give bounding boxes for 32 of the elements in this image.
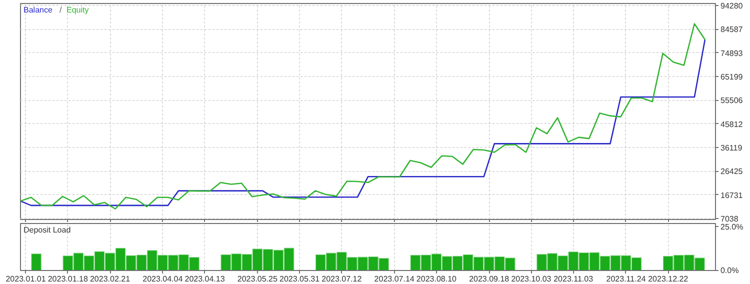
y-tick-label: 25.0% [720,222,744,232]
x-tick-label: 2023.07.12 [322,274,362,284]
x-tick-label: 2023.09.18 [469,274,510,284]
y-tick-label: 74893 [720,48,744,58]
x-tick-label: 2023.05.31 [280,274,320,284]
x-tick-label: 2023.01.18 [48,274,88,284]
x-tick-label: 2023.04.04 [142,274,184,284]
chart-title: Deposit Load [24,226,71,234]
annotation: / [60,6,62,14]
x-tick-label: 2023.05.25 [237,274,278,284]
y-tick-label: 84587 [720,25,744,34]
x-tick-label: 2023.10.03 [511,274,552,284]
y-tick-label: 7038 [720,214,739,224]
x-tick-label: 2023.08.10 [416,274,458,284]
y-tick-label: 45812 [720,120,744,129]
text: Equity [66,6,89,14]
x-tick-label: 2023.02.21 [90,274,131,284]
y-tick-label: 55506 [720,96,744,106]
y-tick-label: 36119 [720,144,743,153]
bar [31,253,42,270]
x-tick-label: 2023.01.01 [6,274,46,284]
y-tick-label: 0.0% [720,266,739,275]
text: Balance [24,6,53,14]
y-tick-label: 26425 [720,167,744,176]
x-tick-label: 2023.04.13 [184,274,226,284]
y-tick-label: 94280 [720,2,744,10]
y-tick-label: 16731 [720,190,744,200]
y-tick-label: 65199 [720,72,744,82]
x-tick-label: 2023.07.14 [374,274,415,284]
x-tick-label: 2023.12.22 [648,274,689,284]
x-tick-label: 2023.11.03 [554,274,594,284]
x-tick-label: 2023.11.24 [606,274,646,284]
